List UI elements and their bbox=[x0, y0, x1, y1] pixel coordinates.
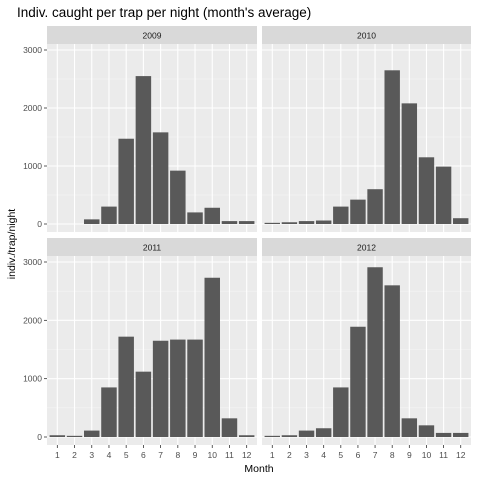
x-tick-label: 5 bbox=[124, 450, 129, 460]
bar bbox=[152, 132, 169, 224]
bar bbox=[152, 340, 169, 437]
x-tick-label: 7 bbox=[373, 450, 378, 460]
bar bbox=[281, 222, 298, 224]
bar bbox=[384, 70, 400, 224]
bar bbox=[367, 189, 383, 224]
bar bbox=[315, 220, 332, 224]
facet-strip bbox=[47, 238, 257, 256]
bar bbox=[401, 418, 418, 437]
bar bbox=[101, 206, 117, 224]
facet-strip-label: 2010 bbox=[357, 31, 376, 41]
y-tick-label: 0 bbox=[37, 219, 42, 229]
bar bbox=[453, 218, 469, 224]
bar bbox=[315, 428, 332, 437]
facet-strip-label: 2011 bbox=[143, 243, 162, 253]
bar bbox=[135, 76, 152, 224]
x-tick-label: 5 bbox=[338, 450, 343, 460]
x-tick-label: 8 bbox=[390, 450, 395, 460]
y-tick-label: 3000 bbox=[23, 257, 42, 267]
bar bbox=[418, 425, 435, 437]
x-tick-label: 3 bbox=[304, 450, 309, 460]
bar bbox=[118, 138, 134, 224]
bar bbox=[264, 222, 280, 224]
y-tick-label: 3000 bbox=[23, 45, 42, 55]
y-tick-label: 2000 bbox=[23, 103, 42, 113]
facet-strip bbox=[262, 26, 471, 44]
bar bbox=[135, 371, 152, 437]
bar bbox=[84, 430, 100, 437]
bar bbox=[367, 267, 383, 437]
x-tick-label: 6 bbox=[356, 450, 361, 460]
bar bbox=[84, 219, 100, 224]
x-tick-label: 12 bbox=[242, 450, 252, 460]
x-tick-label: 10 bbox=[208, 450, 218, 460]
chart-title: Indiv. caught per trap per night (month'… bbox=[17, 5, 311, 20]
facet-strip-label: 2009 bbox=[143, 31, 162, 41]
bar bbox=[187, 212, 203, 224]
y-axis-title: indiv./trap/night bbox=[6, 209, 18, 280]
bar bbox=[298, 221, 315, 224]
bar bbox=[333, 387, 349, 437]
bar bbox=[350, 199, 366, 224]
x-tick-label: 11 bbox=[225, 450, 234, 460]
bar bbox=[264, 435, 280, 437]
bar bbox=[187, 339, 203, 437]
bar bbox=[118, 336, 134, 437]
x-tick-label: 9 bbox=[193, 450, 198, 460]
bar bbox=[238, 435, 255, 437]
x-tick-label: 1 bbox=[55, 450, 60, 460]
x-tick-label: 3 bbox=[89, 450, 94, 460]
bar bbox=[453, 432, 469, 437]
x-tick-label: 8 bbox=[175, 450, 180, 460]
panel-background bbox=[262, 256, 471, 445]
bar bbox=[49, 435, 66, 437]
panel-background bbox=[47, 44, 257, 232]
bar bbox=[401, 103, 418, 224]
panel-background bbox=[47, 256, 257, 445]
bar bbox=[435, 432, 452, 437]
x-tick-label: 6 bbox=[141, 450, 146, 460]
bar bbox=[101, 387, 117, 437]
facet-strip bbox=[262, 238, 471, 256]
x-tick-label: 2 bbox=[287, 450, 292, 460]
bar bbox=[66, 435, 83, 437]
bar bbox=[435, 166, 452, 224]
x-tick-label: 12 bbox=[456, 450, 466, 460]
x-tick-label: 2 bbox=[72, 450, 77, 460]
x-tick-label: 10 bbox=[422, 450, 432, 460]
bar bbox=[281, 435, 298, 437]
y-tick-label: 2000 bbox=[23, 315, 42, 325]
bar bbox=[350, 326, 366, 437]
x-tick-label: 7 bbox=[158, 450, 163, 460]
bar bbox=[170, 170, 186, 224]
bar bbox=[204, 277, 220, 437]
facet-strip-label: 2012 bbox=[357, 243, 376, 253]
bar bbox=[384, 285, 400, 437]
bar bbox=[418, 157, 435, 224]
y-tick-label: 0 bbox=[37, 432, 42, 442]
y-tick-label: 1000 bbox=[23, 374, 42, 384]
x-tick-label: 1 bbox=[270, 450, 275, 460]
bar bbox=[238, 221, 255, 224]
x-tick-label: 9 bbox=[407, 450, 412, 460]
y-tick-label: 1000 bbox=[23, 161, 42, 171]
bar bbox=[204, 207, 220, 224]
x-tick-label: 11 bbox=[439, 450, 448, 460]
bar bbox=[221, 418, 238, 437]
bar bbox=[298, 430, 315, 437]
facet-strip bbox=[47, 26, 257, 44]
bar bbox=[170, 339, 186, 437]
bar bbox=[221, 221, 238, 224]
x-tick-label: 4 bbox=[107, 450, 112, 460]
bar bbox=[333, 206, 349, 224]
x-tick-label: 4 bbox=[321, 450, 326, 460]
x-axis-title: Month bbox=[244, 463, 273, 475]
